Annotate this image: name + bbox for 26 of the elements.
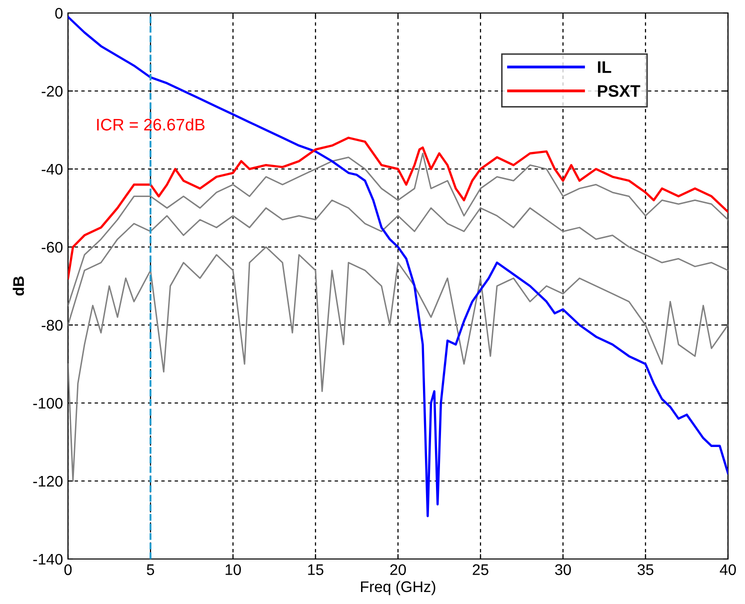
x-tick-label: 20: [390, 564, 406, 576]
x-tick-label: 10: [226, 564, 241, 576]
y-tick-label: -140: [33, 554, 63, 565]
y-tick-label: -120: [33, 476, 63, 487]
line-series: [68, 136, 728, 280]
x-axis-title: Freq (GHz): [361, 580, 436, 596]
y-tick-label: -80: [42, 320, 63, 331]
x-tick-label: 35: [638, 564, 654, 576]
y-tick-label: -100: [33, 398, 63, 409]
y-axis-title: dB: [12, 276, 24, 296]
y-tick-label: -40: [42, 164, 63, 175]
line-series: [68, 152, 728, 306]
x-tick-label: 0: [64, 564, 72, 576]
y-tick-label: -60: [42, 242, 63, 253]
line-series: [68, 246, 728, 482]
legend-label: IL: [598, 61, 612, 73]
x-tick-label: 25: [472, 564, 488, 576]
line-series: [68, 200, 728, 326]
line-series: [68, 16, 728, 518]
y-tick-label: -20: [42, 86, 63, 97]
x-tick-label: 5: [146, 564, 154, 576]
x-tick-label: 15: [308, 564, 324, 576]
x-tick-label: 30: [555, 564, 571, 576]
y-tick-label: 0: [55, 8, 63, 19]
legend-label: PSXT: [598, 85, 640, 97]
x-tick-label: 40: [720, 564, 736, 576]
